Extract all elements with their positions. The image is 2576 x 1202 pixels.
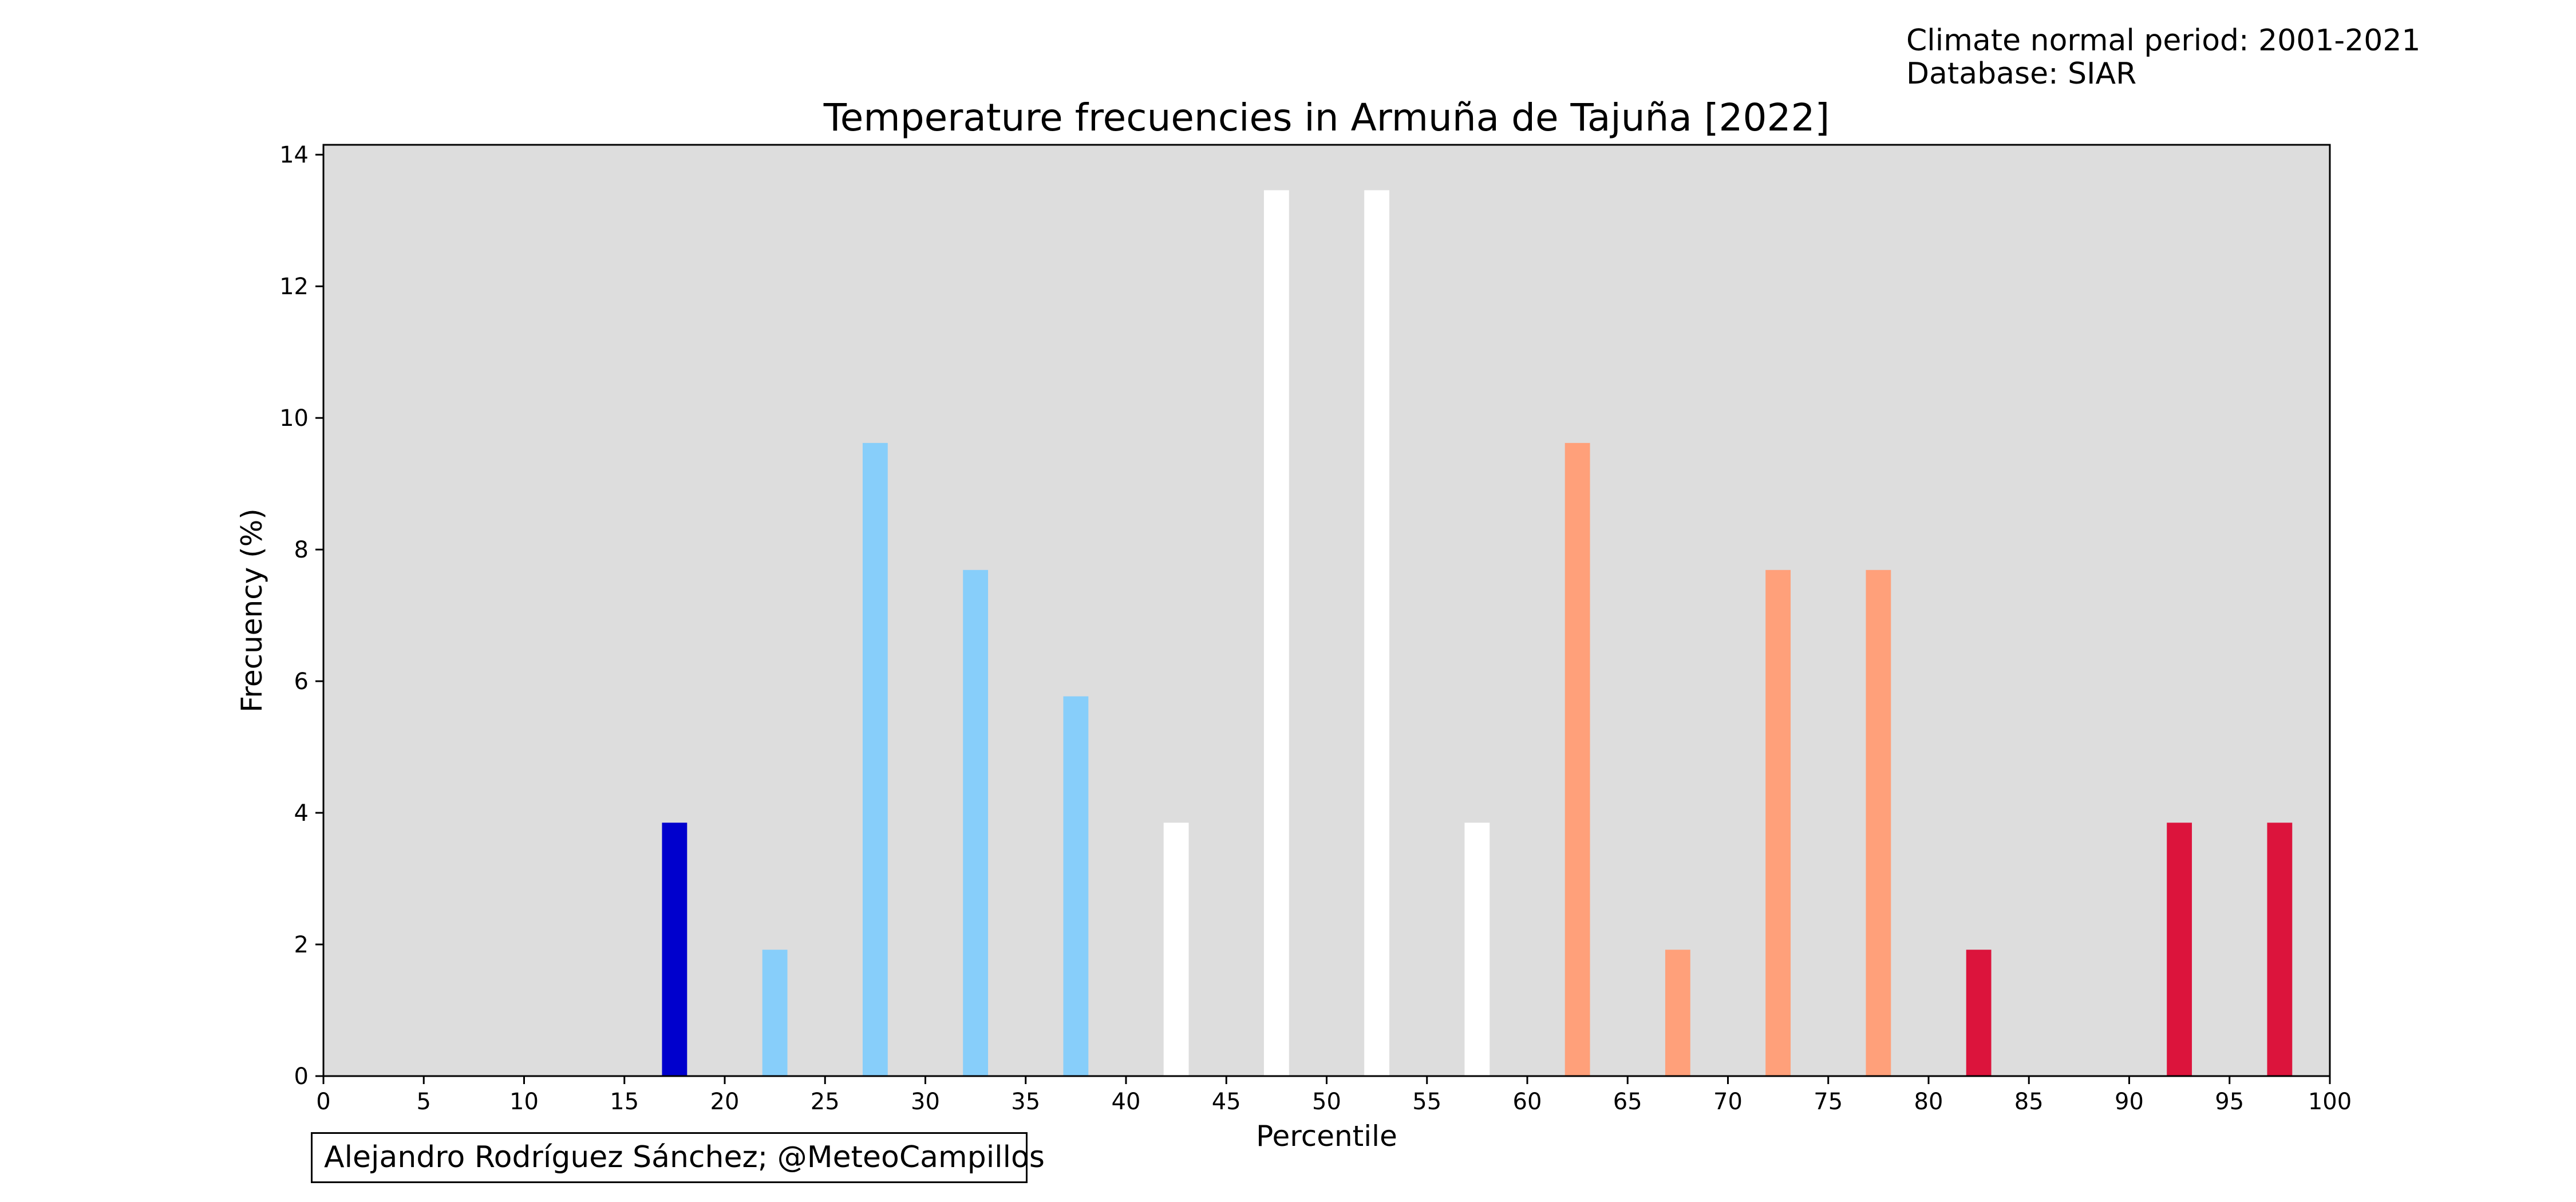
- bars-group: [662, 190, 2293, 1077]
- x-tick-label: 15: [610, 1089, 639, 1115]
- x-tick-label: 25: [811, 1089, 840, 1115]
- x-tick-label: 5: [417, 1089, 431, 1115]
- x-tick-label: 90: [2115, 1089, 2144, 1115]
- x-axis-ticks: 0 5 10 15 20 25 30 35 40 45 50 55 60 65 70 75 80 85 90 95 10…: [316, 1076, 2352, 1115]
- bar-p37.5: [1063, 696, 1089, 1076]
- bar-p62.5: [1564, 442, 1590, 1076]
- x-tick-label: 50: [1312, 1089, 1341, 1115]
- bar-p42.5: [1163, 823, 1189, 1076]
- y-tick-label: 8: [294, 537, 309, 563]
- y-tick-label: 4: [294, 800, 309, 827]
- bar-p47.5: [1263, 190, 1289, 1077]
- bar-p52.5: [1364, 190, 1390, 1077]
- x-tick-label: 30: [911, 1089, 940, 1115]
- x-tick-label: 60: [1513, 1089, 1542, 1115]
- x-tick-label: 85: [2014, 1089, 2044, 1115]
- x-tick-label: 40: [1112, 1089, 1141, 1115]
- bar-p92.5: [2167, 823, 2192, 1076]
- y-tick-label: 10: [279, 405, 309, 432]
- x-axis-label: Percentile: [1256, 1120, 1397, 1153]
- x-tick-label: 55: [1412, 1089, 1441, 1115]
- database-label: Database: SIAR: [1906, 57, 2137, 91]
- x-tick-label: 10: [509, 1089, 539, 1115]
- x-tick-label: 0: [316, 1089, 330, 1115]
- y-axis-label: Frecuency (%): [235, 508, 268, 712]
- bar-p32.5: [963, 570, 989, 1076]
- bar-p27.5: [862, 442, 888, 1076]
- bar-p77.5: [1866, 570, 1891, 1076]
- y-tick-label: 12: [279, 274, 309, 300]
- x-tick-label: 100: [2308, 1089, 2352, 1115]
- y-tick-label: 2: [294, 932, 309, 958]
- chart-title: Temperature frecuencies in Armuña de Taj…: [823, 96, 1830, 140]
- y-axis-ticks: 0 2 4 6 8 10 12 14: [279, 142, 323, 1090]
- x-tick-label: 35: [1011, 1089, 1040, 1115]
- bar-p72.5: [1765, 570, 1791, 1076]
- bar-p67.5: [1665, 950, 1690, 1076]
- author-credit-box: Alejandro Rodríguez Sánchez; @MeteoCampi…: [311, 1132, 1045, 1183]
- x-tick-label: 70: [1713, 1089, 1743, 1115]
- bar-p57.5: [1464, 823, 1490, 1076]
- x-tick-label: 80: [1914, 1089, 1943, 1115]
- y-tick-label: 6: [294, 669, 309, 695]
- bar-p82.5: [1966, 950, 1992, 1076]
- x-tick-label: 20: [710, 1089, 740, 1115]
- x-tick-label: 45: [1212, 1089, 1241, 1115]
- y-tick-label: 14: [279, 142, 309, 168]
- x-tick-label: 75: [1814, 1089, 1843, 1115]
- bar-p22.5: [762, 950, 788, 1076]
- bar-p97.5: [2267, 823, 2293, 1076]
- plot-background: [323, 145, 2330, 1076]
- normal-period-label: Climate normal period: 2001-2021: [1906, 23, 2421, 58]
- x-tick-label: 95: [2215, 1089, 2244, 1115]
- y-tick-label: 0: [294, 1063, 309, 1090]
- bar-p17.5: [662, 823, 688, 1076]
- x-tick-label: 65: [1613, 1089, 1642, 1115]
